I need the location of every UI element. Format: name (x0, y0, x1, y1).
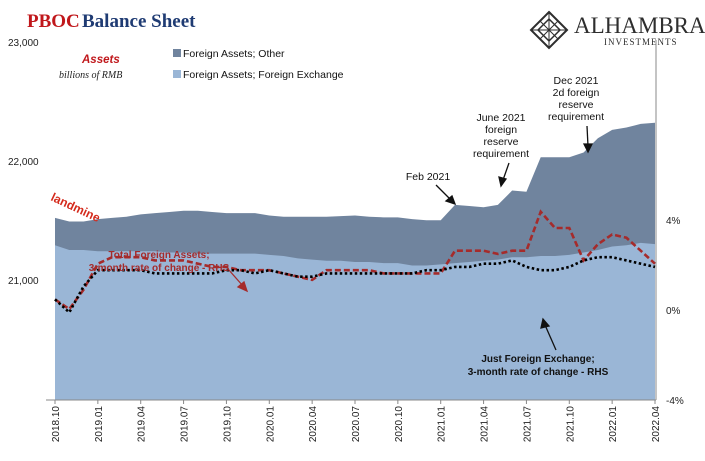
x-tick-label: 2019.07 (180, 406, 191, 443)
annotation-june-2021: June 2021 foreign reserve requirement (473, 112, 529, 160)
annotation-dec-line: Dec 2021 (554, 75, 599, 87)
line-total-foreign-assets-roc (54, 209, 656, 311)
legend-swatch-other (173, 49, 181, 57)
annotation-feb-2021: Feb 2021 (406, 171, 451, 183)
arrow-feb-2021-icon (435, 184, 457, 206)
annotation-june-line: foreign (485, 124, 517, 136)
right-tick-label: -4% (666, 396, 684, 407)
annotation-arrows (227, 125, 594, 351)
legend-label-fx: Foreign Assets; Foreign Exchange (183, 69, 344, 81)
x-tick-label: 2021.01 (437, 406, 448, 443)
x-tick-label: 2020.07 (351, 406, 362, 443)
left-axis-ticks: 23,000 22,000 21,000 (8, 38, 39, 287)
x-tick-label: 2021.07 (522, 406, 533, 443)
alhambra-logo: ALHAMBRA INVESTMENTS (529, 10, 705, 50)
left-tick-label: 23,000 (8, 38, 39, 49)
annotation-total-line: Total Foreign Assets; (108, 250, 209, 261)
subtitle-assets: Assets (81, 54, 120, 66)
arrow-dec-2021-icon (582, 125, 594, 154)
x-tick-label: 2021.04 (480, 406, 491, 443)
left-tick-label: 21,000 (8, 276, 39, 287)
annotation-fx-roc: Just Foreign Exchange; 3-month rate of c… (468, 354, 609, 378)
left-tick-label: 22,000 (8, 157, 39, 168)
right-axis-ticks: 4% 0% -4% (666, 216, 684, 407)
legend-label-other: Foreign Assets; Other (183, 48, 285, 60)
logo-mark-icon (529, 10, 569, 50)
x-tick-label: 2021.10 (565, 406, 576, 443)
x-tick-label: 2022.04 (651, 406, 662, 443)
chart-title-red: PBOC (27, 11, 80, 32)
right-tick-label: 0% (666, 306, 681, 317)
annotation-dec-line: reserve (558, 99, 593, 111)
x-tick-label: 2020.01 (265, 406, 276, 443)
annotation-dec-line: 2d foreign (553, 87, 600, 99)
area-foreign-exchange (55, 242, 655, 400)
annotation-june-line: June 2021 (476, 112, 525, 124)
annotation-total-roc: Total Foreign Assets; 3-month rate of ch… (89, 250, 230, 274)
logo-sub: INVESTMENTS (604, 37, 678, 47)
line-just-foreign-exchange-roc (54, 255, 656, 315)
legend: Foreign Assets; Other Foreign Assets; Fo… (173, 48, 344, 81)
x-tick-label: 2019.10 (222, 406, 233, 443)
annotation-dec-2021: Dec 2021 2d foreign reserve requirement (548, 75, 604, 123)
arrow-june-2021-icon (498, 162, 510, 188)
x-axis-ticks: 2018.10 2019.01 2019.04 2019.07 2019.10 2020.… (51, 400, 662, 442)
logo-name: ALHAMBRA (574, 13, 705, 38)
x-tick-label: 2022.01 (608, 406, 619, 443)
annotation-fx-line: Just Foreign Exchange; (481, 354, 594, 365)
units-label: billions of RMB (59, 70, 122, 81)
x-tick-label: 2018.10 (51, 406, 62, 443)
annotation-june-line: reserve (483, 136, 518, 148)
chart-title-blue: Balance Sheet (82, 11, 196, 32)
arrow-total-roc-icon (227, 268, 249, 293)
x-tick-label: 2019.01 (94, 406, 105, 443)
annotation-fx-line: 3-month rate of change - RHS (468, 367, 609, 378)
arrow-fx-roc-icon (540, 317, 557, 351)
annotation-dec-line: requirement (548, 111, 604, 123)
legend-swatch-fx (173, 70, 181, 78)
right-tick-label: 4% (666, 216, 681, 227)
x-tick-label: 2019.04 (137, 406, 148, 443)
x-tick-label: 2020.04 (308, 406, 319, 443)
x-tick-label: 2020.10 (394, 406, 405, 443)
annotation-june-line: requirement (473, 148, 529, 160)
plot-area (54, 122, 656, 400)
annotation-total-line: 3-month rate of change - RHS (89, 263, 230, 274)
